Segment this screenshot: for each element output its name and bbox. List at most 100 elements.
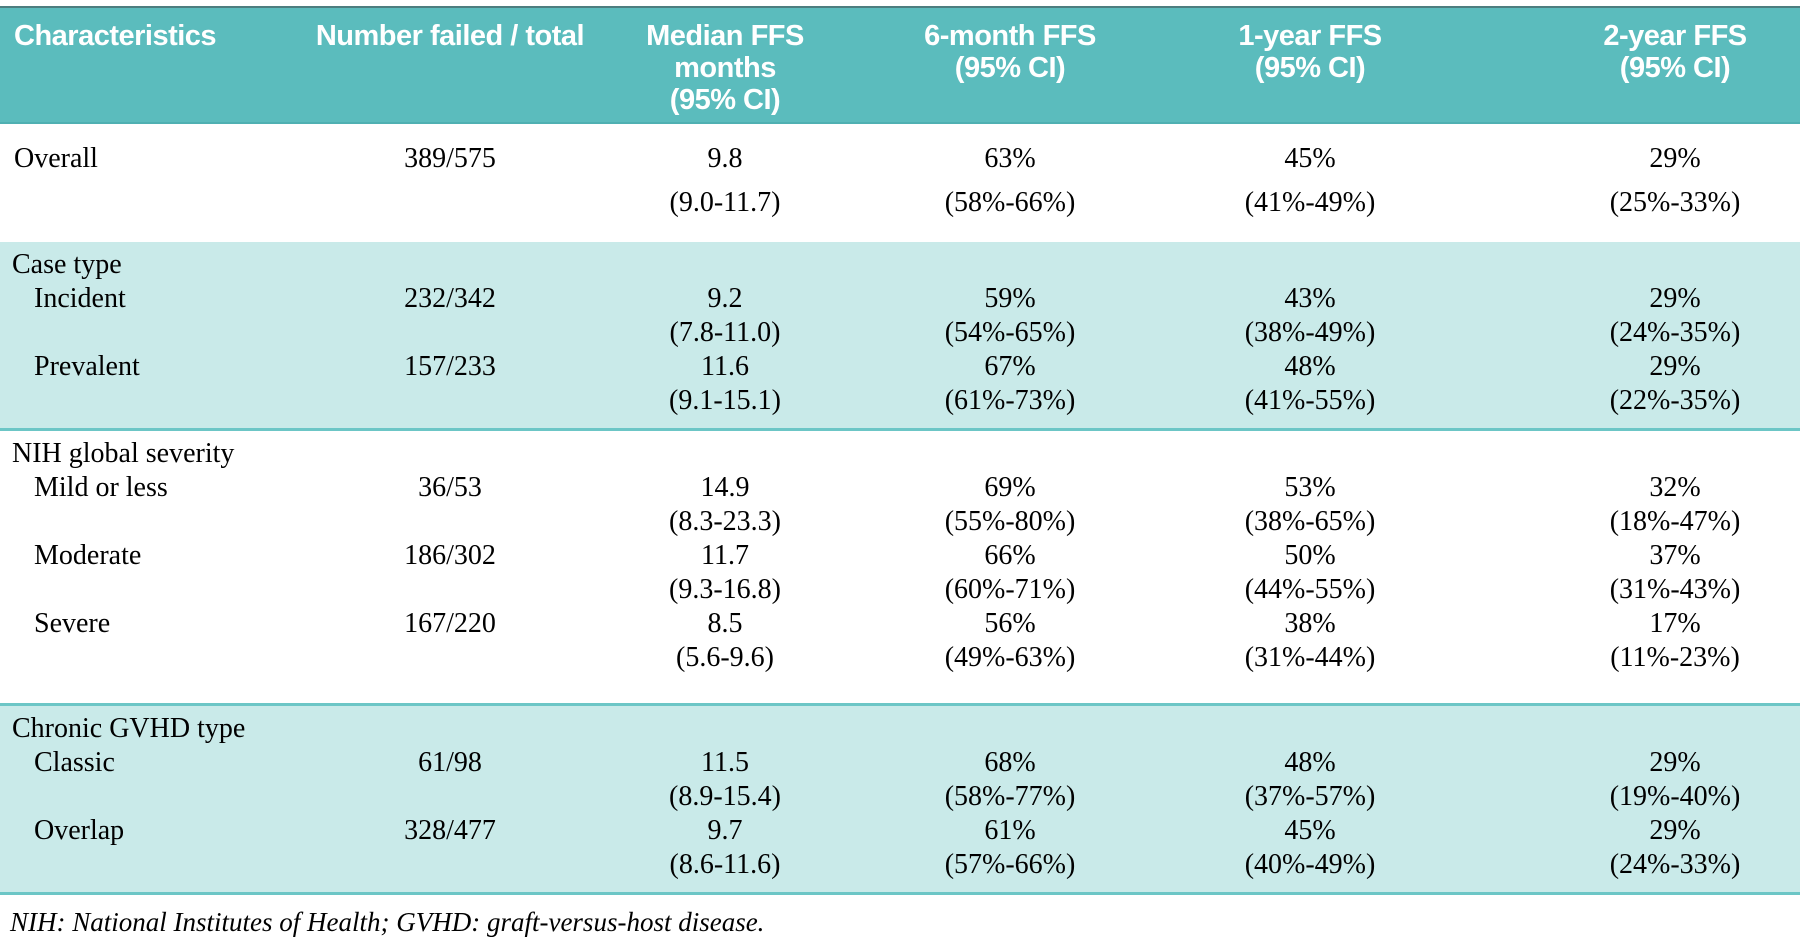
median-ffs-cell: 9.7 [590,814,860,848]
ffs-2year-cell: 29% [1460,746,1800,780]
row-group-nih-severity: NIH global severity [0,430,1800,472]
group-label: Case type [0,242,1800,282]
ffs-2year-cell: 29% [1649,143,1701,174]
col-header-characteristics: Characteristics [0,7,310,124]
ffs-2year-cell: 17% [1649,608,1701,639]
characteristic-label: Classic [0,746,310,780]
median-ffs-ci-cell: (9.3-16.8) [669,574,781,605]
median-ffs-cell: 8.5 [707,608,743,639]
characteristic-label: Moderate [34,540,142,571]
empty-cell [0,384,310,431]
ffs-6month-ci-cell: (60%-71%) [944,574,1076,605]
row-classic: Classic 61/98 11.5 68% 48% 29% [0,746,1800,780]
header-line: 1-year FFS [1238,20,1382,52]
ffs-6month-cell: 61% [860,814,1160,848]
row-incident-ci: (7.8-11.0) (54%-65%) (38%-49%) (24%-35%) [0,316,1800,350]
col-header-number-failed-total: Number failed / total [310,7,590,124]
ffs-6month-ci-cell: (61%-73%) [860,384,1160,431]
ffs-6month-ci-cell: (57%-66%) [860,848,1160,895]
ffs-2year-ci-cell: (24%-35%) [1460,316,1800,350]
median-ffs-cell: 11.5 [590,746,860,780]
characteristic-label: Mild or less [34,472,168,503]
ffs-6month-ci-cell: (54%-65%) [860,316,1160,350]
failed-total-cell: 157/233 [310,350,590,384]
header-line: (95% CI) [1619,52,1731,84]
median-ffs-ci-cell: (9.1-15.1) [590,384,860,431]
ffs-2year-ci-cell: (25%-33%) [1609,187,1741,218]
ffs-2year-ci-cell: (31%-43%) [1609,574,1741,605]
ffs-2year-cell: 29% [1460,350,1800,384]
row-mild-or-less-ci: (8.3-23.3) (55%-80%) (38%-65%) (18%-47%) [0,505,1800,539]
failed-total-cell: 36/53 [418,472,482,503]
ffs-6month-ci-cell: (58%-66%) [944,187,1076,218]
median-ffs-ci-cell: (8.3-23.3) [669,506,781,537]
row-overlap: Overlap 328/477 9.7 61% 45% 29% [0,814,1800,848]
empty-cell [310,384,590,431]
ffs-1year-cell: 45% [1160,814,1460,848]
ffs-1year-ci-cell: (41%-49%) [1244,187,1376,218]
median-ffs-cell: 9.2 [590,282,860,316]
empty-cell [310,505,590,539]
empty-cell [310,641,590,705]
row-prevalent: Prevalent 157/233 11.6 67% 48% 29% [0,350,1800,384]
ffs-2year-ci-cell: (24%-33%) [1460,848,1800,895]
ffs-6month-cell: 63% [984,143,1036,174]
failed-total-cell: 232/342 [310,282,590,316]
ffs-6month-ci-cell: (49%-63%) [944,642,1076,673]
failed-total-cell: 328/477 [310,814,590,848]
failed-total-cell: 61/98 [310,746,590,780]
characteristic-label: Overall [14,143,98,174]
row-mild-or-less: Mild or less 36/53 14.9 69% 53% 32% [0,471,1800,505]
empty-cell [310,573,590,607]
ffs-1year-cell: 43% [1160,282,1460,316]
header-line: (95% CI) [669,84,781,116]
empty-cell [0,505,310,539]
table-header: Characteristics Number failed / total Me… [0,7,1800,124]
characteristic-label: Prevalent [0,350,310,384]
ffs-summary-table: Characteristics Number failed / total Me… [0,6,1800,895]
failed-total-cell: 167/220 [404,608,496,639]
ffs-6month-cell: 56% [984,608,1036,639]
median-ffs-cell: 9.8 [707,143,743,174]
ffs-1year-cell: 50% [1284,540,1336,571]
ffs-2year-ci-cell: (18%-47%) [1609,506,1741,537]
characteristic-label: Incident [0,282,310,316]
ffs-2year-cell: 29% [1460,282,1800,316]
group-label: Chronic GVHD type [0,703,1800,746]
row-moderate: Moderate 186/302 11.7 66% 50% 37% [0,539,1800,573]
ffs-1year-cell: 45% [1284,143,1336,174]
row-overall-ci: (9.0-11.7) (58%-66%) (41%-49%) (25%-33%) [0,176,1800,242]
header-line: 6-month FFS [924,20,1096,52]
ffs-1year-ci-cell: (38%-65%) [1244,506,1376,537]
median-ffs-cell: 11.6 [590,350,860,384]
row-severe: Severe 167/220 8.5 56% 38% 17% [0,607,1800,641]
empty-cell [310,316,590,350]
failed-total-cell: 389/575 [404,143,496,174]
empty-cell [0,641,310,705]
ffs-6month-ci-cell: (58%-77%) [860,780,1160,814]
median-ffs-ci-cell: (9.0-11.7) [669,187,781,218]
header-line: (95% CI) [1254,52,1366,84]
ffs-1year-ci-cell: (31%-44%) [1244,642,1376,673]
row-severe-ci: (5.6-9.6) (49%-63%) (31%-44%) (11%-23%) [0,641,1800,705]
ffs-1year-ci-cell: (37%-57%) [1160,780,1460,814]
ffs-1year-ci-cell: (41%-55%) [1160,384,1460,431]
median-ffs-cell: 11.7 [701,540,749,571]
ffs-6month-cell: 59% [860,282,1160,316]
ffs-2year-ci-cell: (19%-40%) [1460,780,1800,814]
row-incident: Incident 232/342 9.2 59% 43% 29% [0,282,1800,316]
footnote: NIH: National Institutes of Health; GVHD… [10,907,765,937]
median-ffs-ci-cell: (7.8-11.0) [590,316,860,350]
ffs-1year-cell: 48% [1160,746,1460,780]
header-line: Median FFS [646,20,804,52]
ffs-6month-cell: 66% [984,540,1036,571]
row-classic-ci: (8.9-15.4) (58%-77%) (37%-57%) (19%-40%) [0,780,1800,814]
ffs-2year-cell: 32% [1649,472,1701,503]
row-group-case-type: Case type [0,242,1800,282]
header-line: Characteristics [14,20,217,52]
empty-cell [0,848,310,895]
ffs-2year-cell: 29% [1460,814,1800,848]
row-group-chronic-gvhd-type: Chronic GVHD type [0,703,1800,746]
ffs-1year-cell: 38% [1284,608,1336,639]
